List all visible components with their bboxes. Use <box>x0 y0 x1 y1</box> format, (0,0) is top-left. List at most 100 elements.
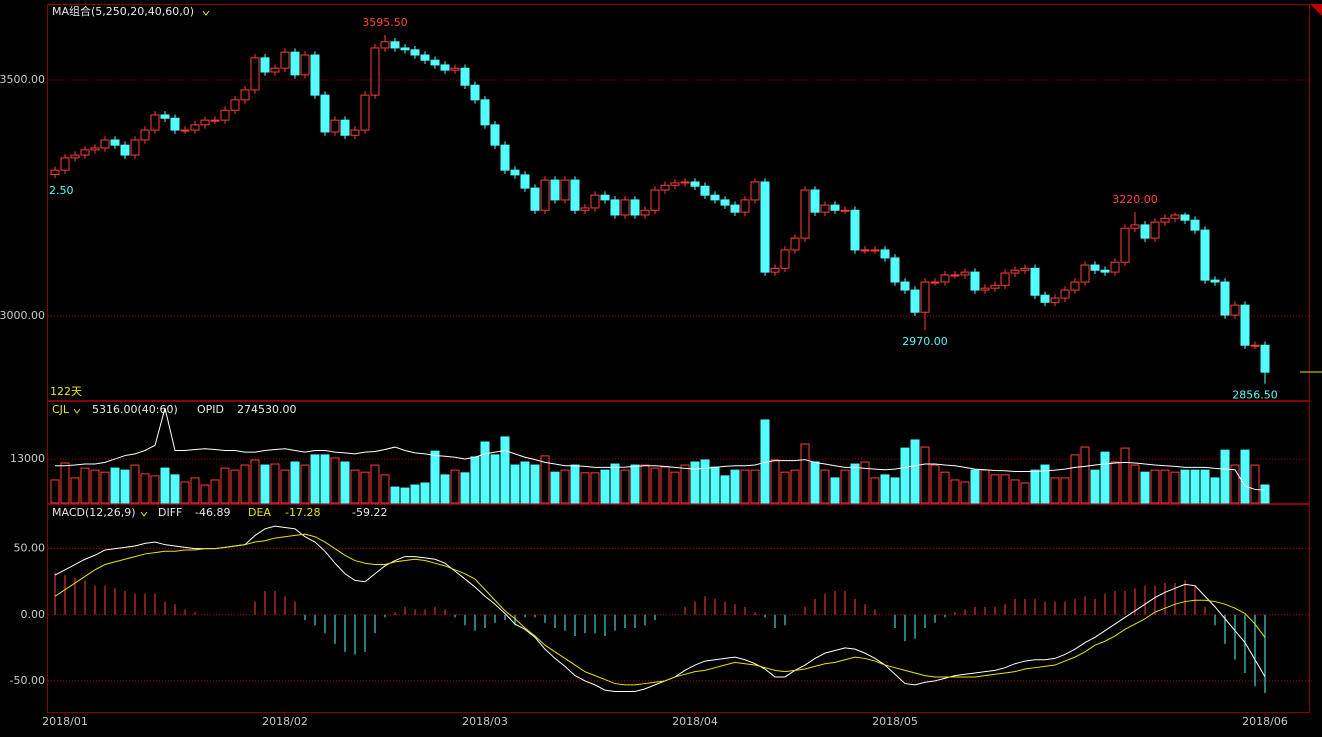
volume-bar <box>750 469 760 504</box>
candle-body <box>450 67 460 71</box>
candle-body <box>1210 279 1220 283</box>
volume-bar <box>1020 482 1030 504</box>
candle-body <box>420 54 430 61</box>
candle-body <box>550 179 560 201</box>
candle-body <box>160 114 170 119</box>
volume-bar <box>510 464 520 504</box>
volume-bar <box>740 469 750 504</box>
volume-bar <box>380 474 390 504</box>
x-tick-label: 2018/05 <box>872 715 918 728</box>
candle-body <box>510 169 520 176</box>
volume-bar <box>850 463 860 504</box>
volume-bar <box>780 471 790 504</box>
volume-panel <box>47 401 1310 504</box>
candle-body <box>50 169 60 175</box>
candle-body <box>1010 269 1020 274</box>
volume-bar <box>960 481 970 504</box>
candle-body <box>610 199 620 216</box>
volume-bar <box>1180 469 1190 504</box>
volume-bar <box>440 474 450 504</box>
candle-body <box>130 139 140 156</box>
x-tick-label: 2018/04 <box>672 715 718 728</box>
volume-bar <box>590 472 600 504</box>
volume-bar <box>90 469 100 504</box>
candle-body <box>180 129 190 132</box>
volume-bar <box>550 471 560 504</box>
candle-body <box>330 119 340 133</box>
volume-value: 5316.00(40:60) <box>92 403 178 416</box>
candle-body <box>890 257 900 283</box>
volume-bar <box>910 439 920 504</box>
candle-body <box>1060 289 1070 299</box>
volume-bar <box>260 464 270 504</box>
candle-body <box>400 47 410 51</box>
volume-bar <box>190 477 200 504</box>
candle-body <box>1070 281 1080 291</box>
candle-body <box>600 194 610 201</box>
candle-body <box>860 249 870 252</box>
volume-bar <box>730 469 740 504</box>
opid-name: OPID <box>197 403 224 416</box>
volume-bar <box>580 472 590 504</box>
volume-bar <box>1100 451 1110 504</box>
candle-body <box>1130 224 1140 229</box>
volume-bar <box>1210 477 1220 504</box>
candle-body <box>1100 269 1110 273</box>
candle-body <box>1030 267 1040 296</box>
volume-bar <box>420 482 430 504</box>
volume-bar <box>340 461 350 504</box>
dea-value: -17.28 <box>285 506 320 519</box>
candle-body <box>800 189 810 239</box>
candle-body <box>1040 294 1050 303</box>
candle-body <box>1250 344 1260 347</box>
volume-bar <box>1110 461 1120 504</box>
candle-body <box>380 41 390 49</box>
candle-body <box>810 189 820 213</box>
candle-body <box>190 124 200 131</box>
candle-body <box>360 94 370 131</box>
volume-bar <box>60 462 70 504</box>
candle-body <box>1050 297 1060 303</box>
volume-bar <box>710 466 720 504</box>
candle-body <box>1090 264 1100 271</box>
x-tick-label: 2018/06 <box>1242 715 1288 728</box>
volume-bar <box>170 474 180 504</box>
y-tick-label: -50.00 <box>10 674 45 687</box>
candle-body <box>980 287 990 291</box>
day-count: 122天 <box>50 385 82 398</box>
volume-bar <box>1170 471 1180 504</box>
extreme-label: 2970.00 <box>902 335 948 348</box>
candle-body <box>840 209 850 212</box>
dropdown[interactable] <box>140 511 148 517</box>
candle-body <box>220 109 230 121</box>
dropdown[interactable] <box>202 10 210 16</box>
volume-bar <box>800 443 810 504</box>
volume-bar <box>330 457 340 504</box>
candle-body <box>750 181 760 201</box>
volume-bar <box>1000 474 1010 504</box>
volume-bar <box>940 471 950 504</box>
extreme-label: 2856.50 <box>1232 389 1278 402</box>
candle-body <box>120 144 130 156</box>
candle-body <box>780 249 790 269</box>
y-tick-label: 0.00 <box>21 608 46 621</box>
volume-bar <box>460 472 470 504</box>
candle-body <box>260 57 270 73</box>
candle-body <box>970 271 980 291</box>
volume-bar <box>840 469 850 504</box>
candle-body <box>540 179 550 211</box>
dropdown[interactable] <box>73 408 81 414</box>
volume-bar <box>600 469 610 504</box>
candle-body <box>820 204 830 213</box>
volume-bar <box>1220 449 1230 504</box>
candle-body <box>470 84 480 101</box>
diff-name: DIFF <box>158 506 182 519</box>
volume-bar <box>370 464 380 504</box>
volume-bar <box>830 477 840 504</box>
volume-bar <box>1160 469 1170 504</box>
candle-body <box>140 129 150 141</box>
candle-body <box>910 289 920 313</box>
candle-body <box>960 271 970 276</box>
volume-bar <box>530 464 540 504</box>
